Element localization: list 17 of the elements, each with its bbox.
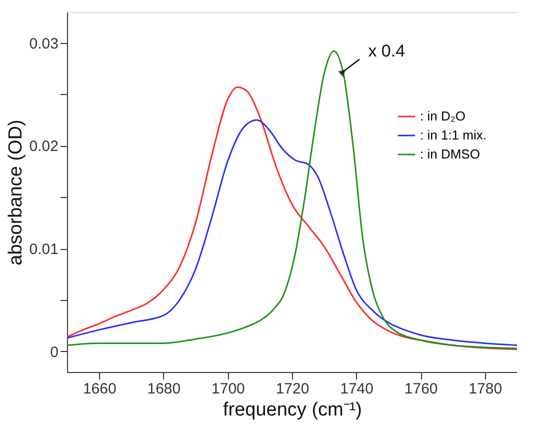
x-tick-label: 1740: [340, 380, 374, 398]
x-tick-label: 1660: [82, 380, 116, 398]
legend-label: : in D₂O: [420, 108, 466, 124]
y-tick-label: 0.03: [29, 35, 58, 52]
y-tick-label: 0: [50, 344, 58, 361]
x-axis-title: frequency (cm⁻¹): [222, 400, 362, 420]
y-tick-label: 0.01: [29, 241, 58, 258]
x-tick-label: 1700: [212, 380, 245, 398]
legend-label: : in DMSO: [420, 146, 480, 162]
annotation: x 0.4: [368, 42, 406, 61]
x-tick-label: 1680: [147, 380, 181, 398]
legend-label: : in 1:1 mix.: [420, 128, 486, 142]
y-axis-title: absorbance (OD): [5, 120, 26, 266]
x-tick-label: 1720: [276, 380, 310, 398]
y-tick-label: 0.02: [29, 138, 58, 156]
x-tick-label: 1780: [468, 380, 502, 398]
x-tick-label: 1760: [404, 380, 438, 398]
